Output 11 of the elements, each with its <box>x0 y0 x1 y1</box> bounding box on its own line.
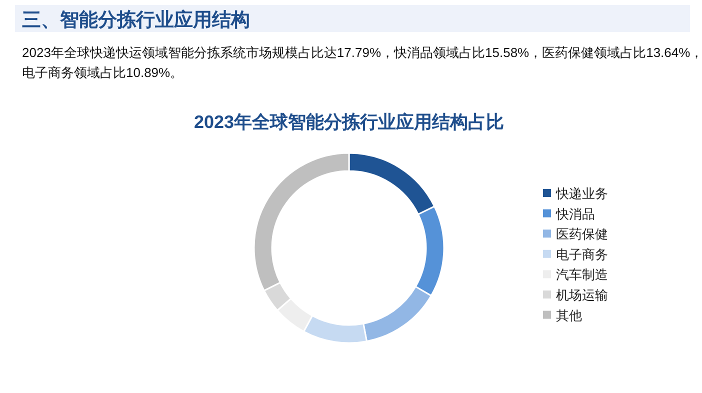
legend-label: 汽车制造 <box>556 267 608 282</box>
text: 三、智能分拣行业应用结构 <box>22 9 250 31</box>
legend-label: 医药保健 <box>556 226 608 242</box>
text: 电子商务领域占比10.89%。 <box>22 65 184 80</box>
legend-label: 快递业务 <box>555 186 608 201</box>
legend-label: 其他 <box>556 308 582 323</box>
legend-label: 快消品 <box>555 206 595 222</box>
legend-label: 电子商务 <box>556 246 608 262</box>
text: 2023年全球快递快运领域智能分拣系统市场规模占比达17.79%，快消品领域占比15.58%，医药保健领域占比13.64%， <box>22 45 702 60</box>
legend-label: 机场运输 <box>556 288 608 302</box>
chart-title: 2023年全球智能分拣行业应用结构占比 <box>194 112 504 132</box>
